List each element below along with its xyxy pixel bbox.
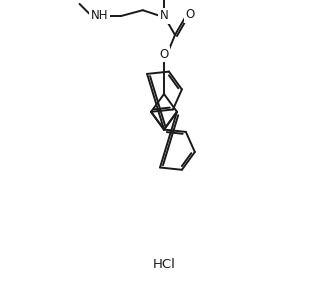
Text: O: O <box>185 8 195 22</box>
Text: N: N <box>160 9 168 22</box>
Text: NH: NH <box>91 9 108 22</box>
Text: O: O <box>159 48 169 61</box>
Text: HCl: HCl <box>153 259 175 272</box>
